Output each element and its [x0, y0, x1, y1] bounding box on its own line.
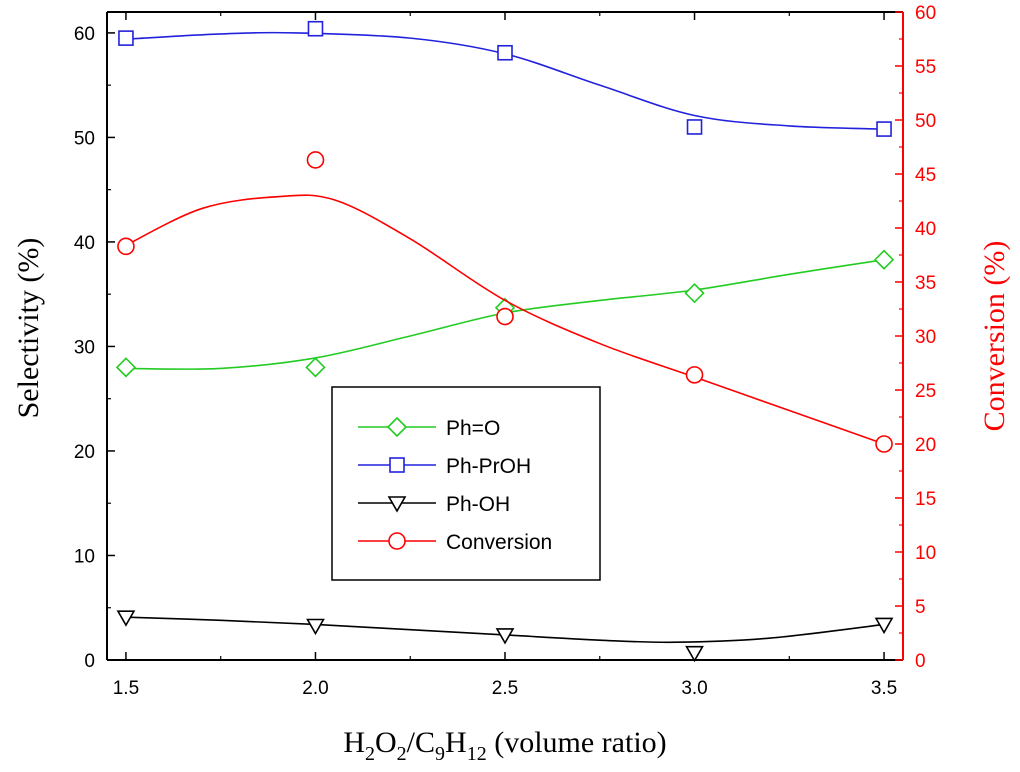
axes-layer: 1.5 2.0 2.5 3.0 3.5 0 10 20 30 40 50 60 0 5 10 15 20 25 30…	[74, 3, 936, 699]
data-point-ph-proh	[118, 30, 134, 46]
y-right-tick-label: 15	[915, 489, 936, 510]
data-point-ph-proh	[876, 121, 892, 137]
y-left-tick-label: 40	[74, 233, 95, 254]
x-axis-title-part: H	[445, 726, 467, 759]
legend-box	[331, 386, 601, 581]
y-right-tick-label: 20	[915, 435, 936, 456]
legend-label-ph-proh: Ph-PrOH	[446, 455, 531, 478]
y-right-tick-label: 30	[915, 327, 936, 348]
legend-marker-ph-oh	[387, 496, 407, 513]
data-point-conversion	[875, 435, 893, 453]
data-point-conversion	[117, 237, 135, 256]
x-axis-title-part: /C	[407, 726, 435, 759]
x-axis-title-subscript: 2	[365, 743, 375, 765]
y-right-tick-label: 55	[915, 57, 936, 78]
x-axis-title-part: H	[343, 726, 365, 759]
axis-labels: Selectivity (%) Conversion (%) H2O2/C9H12 …	[12, 238, 1011, 765]
series-layer	[115, 20, 895, 663]
legend-label-ph-oh: Ph-OH	[446, 493, 510, 516]
y-left-tick-label: 50	[74, 128, 95, 149]
x-axis-title-subscript: 9	[435, 743, 445, 765]
data-point-ph-proh	[497, 44, 513, 61]
x-axis-title-part: O	[375, 726, 397, 759]
data-point-ph-o	[115, 357, 137, 378]
y-right-tick-label: 35	[915, 273, 936, 294]
y-right-tick-label: 10	[915, 543, 936, 564]
legend: Ph=O Ph-PrOH Ph-OH Conversion	[331, 386, 601, 581]
series-conversion	[117, 151, 893, 453]
x-axis-title: H2O2/C9H12 (volume ratio)	[343, 726, 666, 765]
y-right-tick-label: 50	[915, 111, 936, 132]
y-left-tick-label: 20	[74, 442, 95, 463]
y-left-tick-label: 60	[74, 24, 95, 45]
y-right-tick-label: 0	[915, 651, 926, 672]
x-tick-label: 2.5	[492, 678, 518, 699]
data-point-ph-oh	[116, 610, 136, 627]
data-point-ph-oh	[874, 617, 894, 635]
y-right-tick-label: 60	[915, 3, 936, 24]
data-point-ph-o	[873, 249, 895, 270]
y-right-axis-title: Conversion (%)	[978, 241, 1011, 432]
x-tick-label: 3.0	[681, 678, 707, 699]
y-left-tick-label: 30	[74, 337, 95, 358]
y-right-tick-label: 45	[915, 165, 936, 186]
y-right-tick-label: 5	[915, 597, 926, 618]
y-left-axis-title: Selectivity (%)	[12, 238, 45, 419]
series-ph-oh	[116, 610, 894, 663]
y-left-tick-label: 10	[74, 546, 95, 567]
data-point-conversion	[685, 366, 704, 384]
data-point-conversion	[496, 307, 514, 326]
legend-label-ph-o: Ph=O	[446, 417, 500, 440]
data-point-conversion	[306, 151, 325, 169]
x-tick-label: 2.0	[302, 678, 328, 699]
x-axis-title-part: (volume ratio)	[487, 726, 667, 759]
y-left-tick-label: 0	[84, 651, 95, 672]
data-point-ph-proh	[307, 20, 324, 37]
y-right-tick-label: 25	[915, 381, 936, 402]
data-point-ph-oh	[685, 645, 704, 663]
data-point-ph-proh	[686, 119, 703, 135]
y-right-tick-label: 40	[915, 219, 936, 240]
x-axis-title-subscript: 2	[397, 743, 407, 765]
x-axis-title-subscript: 12	[467, 743, 487, 765]
legend-marker-ph-proh	[389, 457, 405, 473]
data-point-ph-oh	[306, 618, 325, 636]
data-point-ph-oh	[495, 628, 515, 645]
x-tick-label: 3.5	[871, 678, 897, 699]
legend-marker-conversion	[388, 532, 406, 550]
legend-marker-ph-o	[386, 416, 408, 438]
series-ph-proh	[118, 20, 892, 137]
legend-label-conversion: Conversion	[446, 531, 552, 554]
x-tick-label: 1.5	[113, 678, 139, 699]
series-line-conversion	[125, 194, 885, 445]
data-point-ph-o	[684, 283, 705, 304]
data-point-ph-o	[305, 357, 326, 378]
